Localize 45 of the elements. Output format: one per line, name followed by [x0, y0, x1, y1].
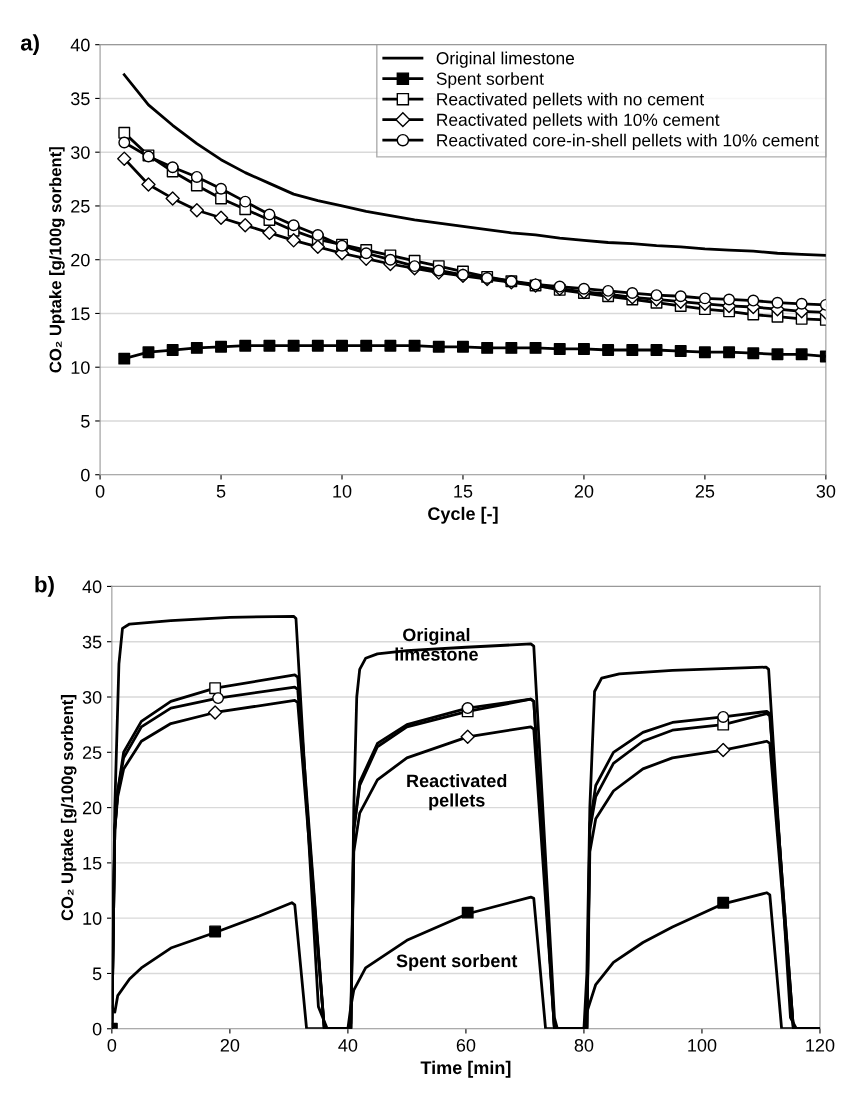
chart-title: b)	[35, 576, 54, 597]
y-tick-label: 40	[70, 38, 90, 52]
y-tick-label: 15	[71, 307, 90, 321]
y-tick-label: 35	[82, 635, 102, 649]
x-tick-label: 20	[574, 484, 594, 498]
y-tick-label: 0	[81, 468, 90, 482]
y-axis-title: CO₂ Uptake [g/100g sorbent]	[49, 147, 65, 373]
y-tick-label: 5	[81, 415, 90, 428]
y-axis-title: CO₂ Uptake [g/100g sorbent]	[60, 695, 77, 921]
annotation: Reactivated pellets	[407, 773, 507, 811]
x-tick-label: 20	[220, 1038, 240, 1052]
annotation: Original limestone	[395, 627, 478, 661]
x-tick-label: 80	[574, 1038, 594, 1052]
x-tick-label: 15	[454, 485, 473, 498]
y-tick-label: 35	[70, 92, 90, 106]
x-tick-label: 25	[695, 484, 715, 498]
chart-title: a)	[20, 34, 39, 56]
x-axis-title: Cycle [-]	[428, 506, 498, 524]
y-tick-label: 40	[82, 580, 102, 594]
x-axis-title: Time [min]	[420, 1060, 511, 1078]
y-tick-label: 30	[70, 146, 90, 159]
x-tick-label: 10	[333, 484, 352, 498]
y-tick-label: 20	[71, 253, 90, 267]
annotation: Spent sorbent	[396, 953, 518, 971]
legend-label: Spent sorbent	[436, 72, 544, 89]
x-tick-label: 120	[806, 1038, 835, 1052]
y-tick-label: 20	[82, 801, 102, 815]
y-tick-label: 5	[92, 967, 102, 981]
x-tick-label: 5	[216, 485, 226, 498]
legend-label: Reactivated core-in-shell pellets with 10% cement	[437, 133, 819, 150]
y-tick-label: 15	[83, 857, 102, 870]
y-tick-label: 0	[92, 1022, 102, 1036]
x-tick-label: 30	[816, 484, 836, 498]
y-tick-label: 30	[82, 690, 102, 704]
x-tick-label: 100	[688, 1038, 717, 1052]
legend-label: Original limestone	[436, 51, 575, 68]
x-tick-label: 60	[456, 1038, 476, 1052]
x-tick-label: 0	[107, 1038, 117, 1052]
y-tick-label: 25	[71, 199, 90, 213]
y-tick-label: 10	[83, 912, 102, 925]
y-tick-label: 25	[82, 746, 102, 760]
legend-label: Reactivated pellets with no cement	[437, 92, 704, 109]
legend-label: Reactivated pellets with 10% cement	[437, 113, 720, 130]
x-tick-label: 40	[338, 1038, 358, 1052]
y-tick-label: 10	[71, 361, 90, 374]
